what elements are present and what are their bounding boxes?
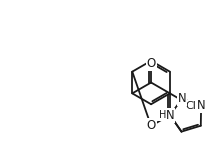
Text: O: O [146,57,156,70]
Text: N: N [166,109,174,122]
Text: N: N [197,99,205,112]
Text: H: H [159,110,167,120]
Text: N: N [178,92,186,105]
Text: O: O [146,119,156,132]
Text: Cl: Cl [186,101,197,111]
